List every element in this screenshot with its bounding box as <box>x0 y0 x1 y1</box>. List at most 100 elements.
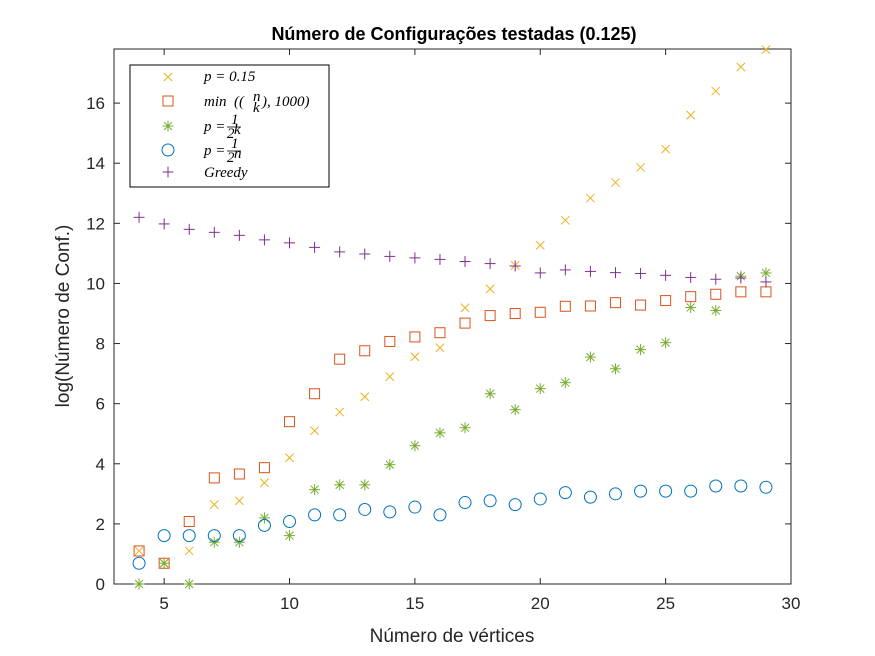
point-p-2k <box>183 578 195 590</box>
point-p-2n <box>709 479 723 493</box>
legend-label-p-015: p = 0.15 <box>203 69 256 85</box>
point-p-2n <box>283 514 297 528</box>
series-min-binomial <box>133 286 772 569</box>
point-legend-p-2k <box>162 120 174 132</box>
x-tick-label: 5 <box>159 594 168 613</box>
point-min-binomial <box>258 462 270 474</box>
point-p-2k <box>459 422 471 434</box>
legend-label-min-binomial-n: n <box>253 89 261 105</box>
point-p015 <box>585 193 595 203</box>
point-p015 <box>234 496 244 506</box>
point-p-2k <box>359 479 371 491</box>
point-p-2k <box>685 301 697 313</box>
legend-label-min-binomial-rest: ), 1000) <box>261 94 310 110</box>
point-legend-p-2n <box>161 143 175 157</box>
y-tick-label: 4 <box>96 455 105 474</box>
point-greedy <box>309 241 321 253</box>
point-greedy <box>584 265 596 277</box>
legend-markers <box>161 72 175 178</box>
point-p015 <box>736 62 746 72</box>
point-min-binomial <box>309 388 321 400</box>
point-min-binomial <box>384 335 396 347</box>
x-tick-label: 10 <box>280 594 299 613</box>
point-p-2n <box>558 486 572 500</box>
point-min-binomial <box>183 515 195 527</box>
point-p-2k <box>133 578 145 590</box>
point-greedy <box>509 260 521 272</box>
data-marks <box>132 45 773 590</box>
point-greedy <box>384 250 396 262</box>
point-p015 <box>184 546 194 556</box>
point-p015 <box>761 45 771 55</box>
point-p015 <box>335 407 345 417</box>
point-greedy <box>735 272 747 284</box>
point-p015 <box>636 162 646 172</box>
point-min-binomial <box>233 468 245 480</box>
point-p-2k <box>434 427 446 439</box>
point-p-2k <box>534 383 546 395</box>
point-p-2n <box>333 508 347 522</box>
y-tick-label: 6 <box>96 395 105 414</box>
point-p-2n <box>684 484 698 498</box>
y-tick-label: 10 <box>86 274 105 293</box>
point-p-2n <box>132 556 146 570</box>
y-tick-label: 16 <box>86 94 105 113</box>
point-p-2k <box>710 304 722 316</box>
point-greedy <box>685 271 697 283</box>
point-p-2k <box>409 440 421 452</box>
point-p-2k <box>384 459 396 471</box>
point-p015 <box>686 110 696 120</box>
point-min-binomial <box>584 300 596 312</box>
legend-label-p-2k-p: p = <box>203 119 225 135</box>
point-p-2k <box>334 479 346 491</box>
point-p-2k <box>233 536 245 548</box>
point-greedy <box>534 267 546 279</box>
point-min-binomial <box>660 295 672 307</box>
point-min-binomial <box>484 310 496 322</box>
y-tick-label: 2 <box>96 515 105 534</box>
y-tick-label: 12 <box>86 214 105 233</box>
point-p015 <box>560 215 570 225</box>
x-tick-label: 15 <box>405 594 424 613</box>
point-p-2n <box>308 508 322 522</box>
point-p-2k <box>484 388 496 400</box>
point-legend-min-binomial <box>162 95 174 107</box>
point-min-binomial <box>434 327 446 339</box>
point-p015 <box>310 426 320 436</box>
point-p-2k <box>584 351 596 363</box>
point-greedy <box>409 252 421 264</box>
point-min-binomial <box>208 472 220 484</box>
point-p015 <box>259 478 269 488</box>
point-greedy <box>635 268 647 280</box>
point-p-2n <box>182 529 196 543</box>
point-p-2k <box>208 536 220 548</box>
legend-label-p-2n-p: p = <box>203 143 225 159</box>
point-greedy <box>158 218 170 230</box>
point-greedy <box>258 234 270 246</box>
point-p-2k <box>309 484 321 496</box>
point-min-binomial <box>735 286 747 298</box>
point-p015 <box>209 500 219 510</box>
x-axis-label: Número de vértices <box>370 626 535 647</box>
point-p-2k <box>660 337 672 349</box>
point-p015 <box>360 392 370 402</box>
legend-label-p-2n-num: 1 <box>231 136 239 152</box>
point-p-2n <box>608 487 622 501</box>
legend-label-min-binomial: min <box>204 94 227 110</box>
point-p015 <box>460 303 470 313</box>
point-p015 <box>385 372 395 382</box>
point-p015 <box>435 343 445 353</box>
point-p015 <box>485 284 495 294</box>
point-p015 <box>661 144 671 154</box>
series-p015 <box>134 45 771 568</box>
point-p-2n <box>659 484 673 498</box>
point-p-2n <box>207 529 221 543</box>
point-greedy <box>434 253 446 265</box>
legend-label-p-2k-num: 1 <box>231 112 239 128</box>
point-p-2n <box>634 484 648 498</box>
point-p-2n <box>358 502 372 516</box>
point-p015 <box>410 352 420 362</box>
point-p015 <box>285 453 294 463</box>
